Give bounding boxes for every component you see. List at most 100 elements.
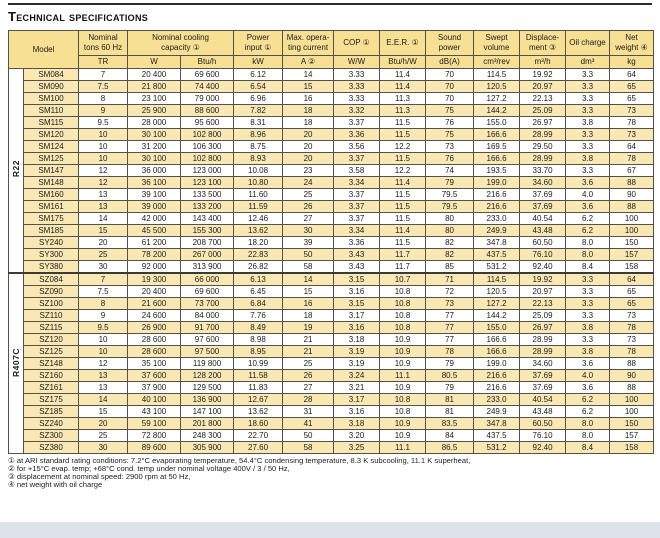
spec-value: 10.7 (379, 272, 427, 286)
spec-value: 43.48 (519, 405, 567, 418)
spec-value: 64 (609, 140, 655, 153)
spec-value: 28.99 (519, 152, 567, 165)
spec-value: 3.18 (333, 333, 381, 346)
spec-value: 144.2 (473, 309, 521, 322)
spec-value: 8.98 (233, 333, 284, 346)
refrigerant-label-r407c: R407C (8, 272, 24, 454)
spec-value: 155 300 (180, 224, 235, 237)
spec-value: 84 (425, 429, 475, 442)
table-row-SZ110: SZ110 9 24 600 84 000 7.76 18 3.17 10.8 77 144.2 2… (9, 309, 655, 322)
spec-value: 22.83 (233, 248, 284, 261)
spec-value: 100 (609, 212, 655, 225)
spec-value: 59 100 (127, 417, 182, 430)
table-row-SM110: SM110 9 25 900 88 600 7.82 18 3.32 11.3 75 144.2 2… (9, 104, 655, 117)
spec-value: 20 400 (127, 68, 182, 81)
spec-value: 10.8 (379, 393, 427, 406)
spec-value: 158 (609, 441, 655, 454)
page-title: Technical specifications (8, 9, 149, 24)
spec-value: 26 900 (127, 321, 182, 334)
spec-value: 78 (425, 345, 475, 358)
spec-value: 12 (78, 164, 129, 177)
spec-value: 3.32 (333, 104, 381, 117)
col-header-oil-charge: Oil charge (565, 30, 611, 56)
spec-value: 26.97 (519, 321, 567, 334)
spec-value: 79 (425, 176, 475, 189)
spec-value: 10.8 (379, 285, 427, 298)
spec-value: 28.99 (519, 345, 567, 358)
model-name: SM090 (22, 80, 80, 93)
spec-value: 92 000 (127, 260, 182, 274)
spec-value: 3.15 (333, 297, 381, 310)
spec-value: 27.60 (233, 441, 284, 454)
spec-value: 8.0 (565, 236, 611, 249)
spec-value: 11.5 (379, 188, 427, 201)
spec-value: 11.4 (379, 224, 427, 237)
spec-value: 70 (425, 92, 475, 105)
spec-value: 10.9 (379, 381, 427, 394)
spec-value: 6.2 (565, 405, 611, 418)
spec-value: 97 600 (180, 333, 235, 346)
spec-value: 437.5 (473, 248, 521, 261)
bottom-band (0, 522, 660, 538)
col-unit-tons: TR (78, 55, 129, 69)
model-name: SZ100 (22, 297, 80, 310)
spec-value: 208 700 (180, 236, 235, 249)
table-row-SZ084: R407C SZ084 7 19 300 66 000 6.13 14 3.15 10.7 71 1… (8, 272, 655, 454)
spec-value: 6.12 (233, 68, 284, 81)
spec-value: 12 (78, 357, 129, 370)
spec-value: 3.16 (333, 405, 381, 418)
spec-value: 147 100 (180, 405, 235, 418)
table-row-SM160: SM160 13 39 100 133 500 11.60 25 3.37 11.5 79.5 2… (9, 188, 655, 201)
spec-value: 10.9 (379, 333, 427, 346)
spec-value: 102 800 (180, 152, 235, 165)
spec-value: 28.99 (519, 333, 567, 346)
spec-value: 39 100 (127, 188, 182, 201)
spec-value: 22.13 (519, 92, 567, 105)
spec-value: 155.0 (473, 321, 521, 334)
spec-value: 75 (425, 128, 475, 141)
model-name: SZ120 (22, 333, 80, 346)
spec-value: 23 (282, 164, 335, 177)
col-header-net-weight: Net weight ④ (609, 30, 655, 56)
spec-value: 79 (425, 357, 475, 370)
spec-value: 25.09 (519, 309, 567, 322)
spec-value: 166.6 (473, 128, 521, 141)
spec-value: 7.76 (233, 309, 284, 322)
spec-value: 78 (609, 321, 655, 334)
spec-value: 13.62 (233, 405, 284, 418)
model-name: SM100 (22, 92, 80, 105)
spec-value: 58 (282, 260, 335, 274)
spec-value: 65 (609, 92, 655, 105)
spec-value: 3.3 (565, 128, 611, 141)
spec-value: 3.37 (333, 212, 381, 225)
spec-value: 13 (78, 381, 129, 394)
spec-value: 73 (425, 297, 475, 310)
spec-value: 78 (609, 345, 655, 358)
spec-table-body: R22 SM084 7 20 400 69 600 6.12 14 3.33 11.4 70 114… (8, 68, 655, 454)
spec-value: 18 (282, 104, 335, 117)
spec-table: Model Nominal tons 60 Hz Nominal cooling c… (7, 30, 655, 454)
spec-value: 64 (609, 68, 655, 81)
spec-value: 13 (78, 369, 129, 382)
spec-value: 3.17 (333, 309, 381, 322)
spec-value: 72 800 (127, 429, 182, 442)
model-name: SM175 (22, 212, 80, 225)
table-row-SZ161: SZ161 13 37 900 129 500 11.83 27 3.21 10.9 79 216… (9, 381, 655, 394)
spec-value: 34.60 (519, 176, 567, 189)
spec-value: 157 (609, 429, 655, 442)
model-name: SZ125 (22, 345, 80, 358)
spec-value: 3.15 (333, 272, 381, 286)
spec-value: 30 100 (127, 152, 182, 165)
model-name: SZ090 (22, 285, 80, 298)
spec-value: 3.6 (565, 200, 611, 213)
table-row-SZ090: SZ090 7.5 20 400 69 600 6.45 15 3.16 10.8 72 120.… (9, 285, 655, 298)
spec-value: 347.8 (473, 236, 521, 249)
spec-value: 3.36 (333, 236, 381, 249)
spec-value: 92.40 (519, 260, 567, 274)
spec-value: 14 (78, 393, 129, 406)
spec-value: 73 (425, 140, 475, 153)
spec-value: 92.40 (519, 441, 567, 454)
spec-value: 78 (609, 116, 655, 129)
spec-value: 3.3 (565, 80, 611, 93)
spec-value: 3.3 (565, 297, 611, 310)
